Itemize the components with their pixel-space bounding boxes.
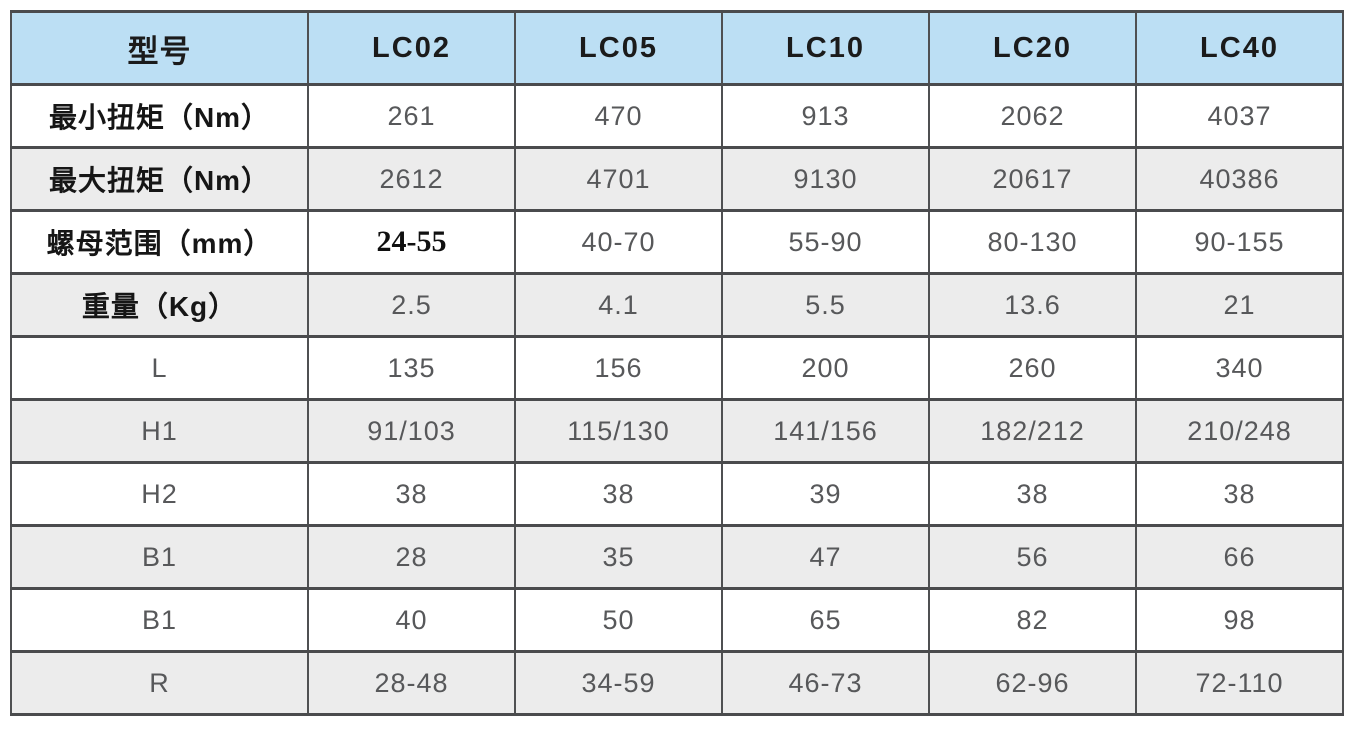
- header-row: 型号 LC02 LC05 LC10 LC20 LC40: [10, 10, 1344, 86]
- row-label-cell: 最小扭矩（Nm）: [10, 83, 309, 149]
- value-cell: 200: [721, 335, 930, 401]
- row-label-cell: 重量（Kg）: [10, 272, 309, 338]
- row-label-cell: R: [10, 650, 309, 716]
- table-row: 最大扭矩（Nm） 2612 4701 9130 20617 40386: [10, 146, 1344, 212]
- table-row: L 135 156 200 260 340: [10, 335, 1344, 401]
- header-cell-model: LC02: [307, 10, 516, 86]
- value-cell: 2062: [928, 83, 1137, 149]
- value-cell: 47: [721, 524, 930, 590]
- value-cell: 34-59: [514, 650, 723, 716]
- value-cell: 210/248: [1135, 398, 1344, 464]
- value-cell: 913: [721, 83, 930, 149]
- value-cell: 4701: [514, 146, 723, 212]
- value-cell: 80-130: [928, 209, 1137, 275]
- value-cell: 28: [307, 524, 516, 590]
- header-cell-model-label: 型号: [10, 10, 309, 86]
- table-row: R 28-48 34-59 46-73 62-96 72-110: [10, 650, 1344, 716]
- value-cell: 4037: [1135, 83, 1344, 149]
- value-cell: 56: [928, 524, 1137, 590]
- header-cell-model: LC40: [1135, 10, 1344, 86]
- value-cell: 38: [307, 461, 516, 527]
- table-row: 重量（Kg） 2.5 4.1 5.5 13.6 21: [10, 272, 1344, 338]
- row-label-cell: H2: [10, 461, 309, 527]
- value-cell: 182/212: [928, 398, 1137, 464]
- value-cell: 4.1: [514, 272, 723, 338]
- value-cell: 39: [721, 461, 930, 527]
- row-label-cell: H1: [10, 398, 309, 464]
- value-cell: 260: [928, 335, 1137, 401]
- value-cell: 28-48: [307, 650, 516, 716]
- value-cell: 2612: [307, 146, 516, 212]
- value-cell: 35: [514, 524, 723, 590]
- value-cell: 90-155: [1135, 209, 1344, 275]
- value-cell: 46-73: [721, 650, 930, 716]
- value-cell: 66: [1135, 524, 1344, 590]
- value-cell: 38: [514, 461, 723, 527]
- value-cell: 135: [307, 335, 516, 401]
- value-cell: 156: [514, 335, 723, 401]
- value-cell: 72-110: [1135, 650, 1344, 716]
- value-cell: 21: [1135, 272, 1344, 338]
- row-label-cell: 最大扭矩（Nm）: [10, 146, 309, 212]
- row-label-cell: B1: [10, 524, 309, 590]
- value-cell: 55-90: [721, 209, 930, 275]
- table-body: 最小扭矩（Nm） 261 470 913 2062 4037 最大扭矩（Nm） 2612 470…: [10, 83, 1344, 716]
- table-row: 螺母范围（mm） 24-55 40-70 55-90 80-130 90-155: [10, 209, 1344, 275]
- row-label-cell: L: [10, 335, 309, 401]
- value-cell: 91/103: [307, 398, 516, 464]
- product-spec-table: 型号 LC02 LC05 LC10 LC20 LC40 最小扭矩（Nm） 261 470 913…: [10, 10, 1344, 716]
- header-cell-model: LC20: [928, 10, 1137, 86]
- value-cell: 40-70: [514, 209, 723, 275]
- value-cell: 62-96: [928, 650, 1137, 716]
- header-cell-model: LC10: [721, 10, 930, 86]
- value-cell: 13.6: [928, 272, 1137, 338]
- table-row: 最小扭矩（Nm） 261 470 913 2062 4037: [10, 83, 1344, 149]
- value-cell: 2.5: [307, 272, 516, 338]
- value-cell: 115/130: [514, 398, 723, 464]
- row-label-cell: B1: [10, 587, 309, 653]
- value-cell: 40: [307, 587, 516, 653]
- value-cell: 82: [928, 587, 1137, 653]
- table-row: B1 28 35 47 56 66: [10, 524, 1344, 590]
- table-row: H2 38 38 39 38 38: [10, 461, 1344, 527]
- value-cell: 470: [514, 83, 723, 149]
- value-cell: 340: [1135, 335, 1344, 401]
- value-cell: 261: [307, 83, 516, 149]
- value-cell: 9130: [721, 146, 930, 212]
- table-header: 型号 LC02 LC05 LC10 LC20 LC40: [10, 10, 1344, 86]
- value-cell: 65: [721, 587, 930, 653]
- value-cell: 5.5: [721, 272, 930, 338]
- value-cell: 98: [1135, 587, 1344, 653]
- value-cell: 38: [928, 461, 1137, 527]
- value-cell: 20617: [928, 146, 1137, 212]
- value-cell: 40386: [1135, 146, 1344, 212]
- value-cell: 141/156: [721, 398, 930, 464]
- table-row: H1 91/103 115/130 141/156 182/212 210/248: [10, 398, 1344, 464]
- value-cell: 50: [514, 587, 723, 653]
- header-cell-model: LC05: [514, 10, 723, 86]
- value-cell: 24-55: [307, 209, 516, 275]
- row-label-cell: 螺母范围（mm）: [10, 209, 309, 275]
- value-cell: 38: [1135, 461, 1344, 527]
- table-row: B1 40 50 65 82 98: [10, 587, 1344, 653]
